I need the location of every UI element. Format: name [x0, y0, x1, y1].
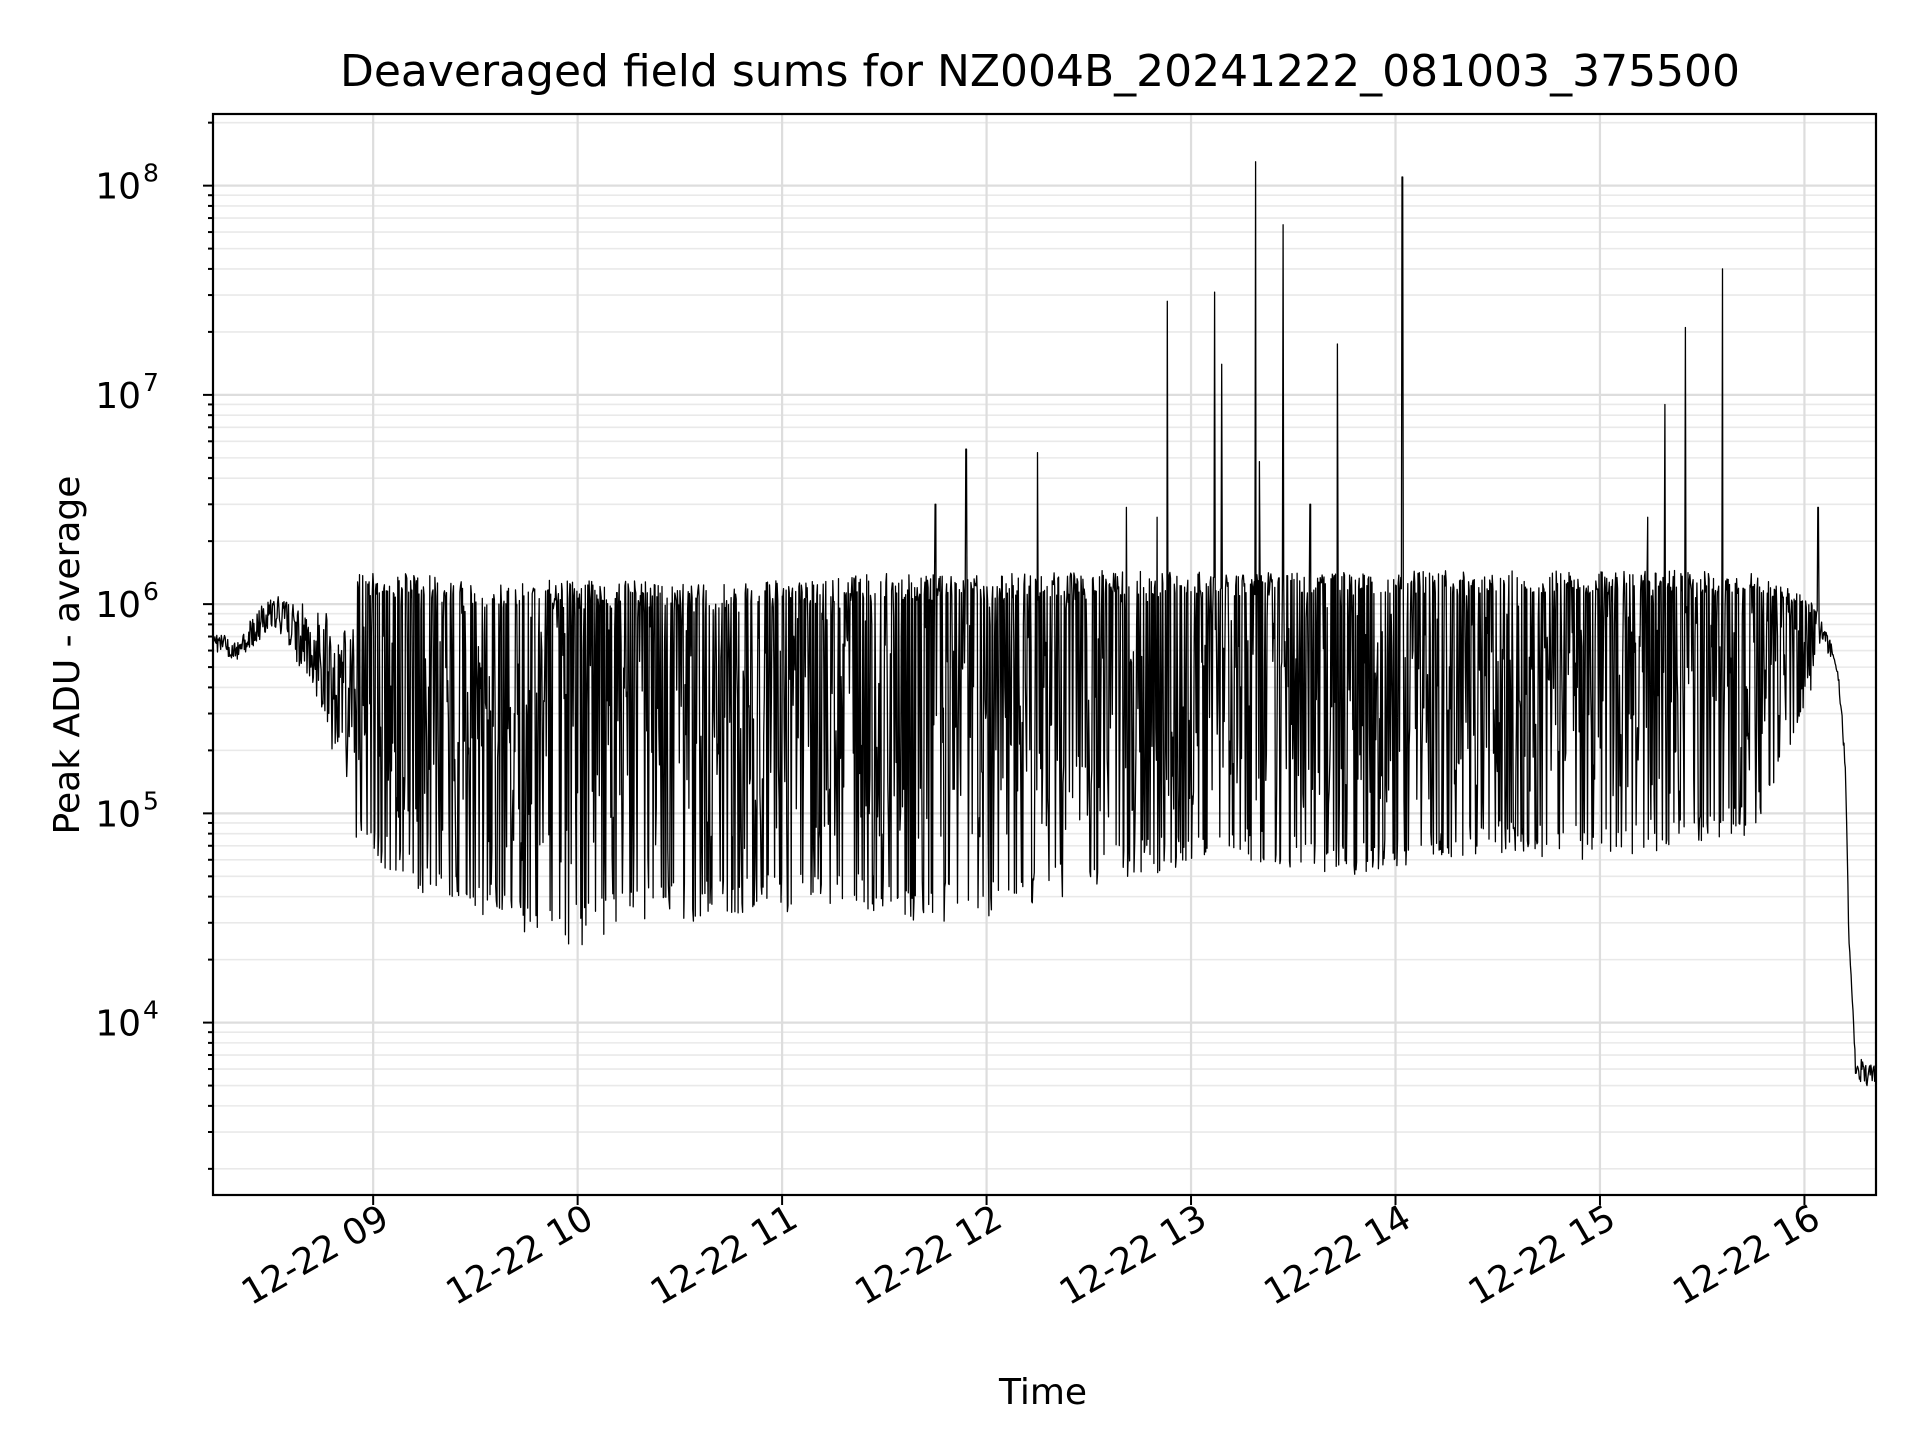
x-tick-label: 12-22 15 [1462, 1197, 1623, 1313]
y-tick-exponent: 7 [143, 368, 159, 397]
chart-title: Deaveraged field sums for NZ004B_2024122… [340, 46, 1740, 97]
x-tick-label: 12-22 12 [848, 1197, 1009, 1313]
x-tick-label: 12-22 16 [1666, 1197, 1827, 1313]
x-tick-label: 12-22 10 [439, 1197, 600, 1313]
y-tick-label: 10 [95, 167, 141, 208]
y-tick-exponent: 5 [143, 786, 159, 815]
x-tick-label: 12-22 09 [235, 1197, 396, 1313]
plot-area [212, 161, 1877, 1087]
x-axis-label: Time [998, 1372, 1087, 1413]
x-tick-label: 12-22 13 [1053, 1197, 1214, 1313]
y-tick-label: 10 [95, 585, 141, 626]
y-axis-label: Peak ADU - average [47, 476, 88, 835]
plot-frame [211, 112, 1878, 1197]
y-tick-exponent: 4 [143, 996, 159, 1025]
y-tick-label: 10 [95, 1004, 141, 1045]
y-tick-exponent: 6 [143, 577, 159, 606]
y-tick-exponent: 8 [143, 159, 159, 188]
y-tick-label: 10 [95, 794, 141, 835]
series-line [212, 161, 1877, 1087]
x-tick-label: 12-22 14 [1257, 1197, 1418, 1313]
x-axis: 12-22 09 12-22 10 12-22 11 12-22 12 12-22 13… [235, 1195, 1827, 1314]
x-tick-label: 12-22 11 [644, 1197, 805, 1313]
y-tick-label: 10 [95, 376, 141, 417]
